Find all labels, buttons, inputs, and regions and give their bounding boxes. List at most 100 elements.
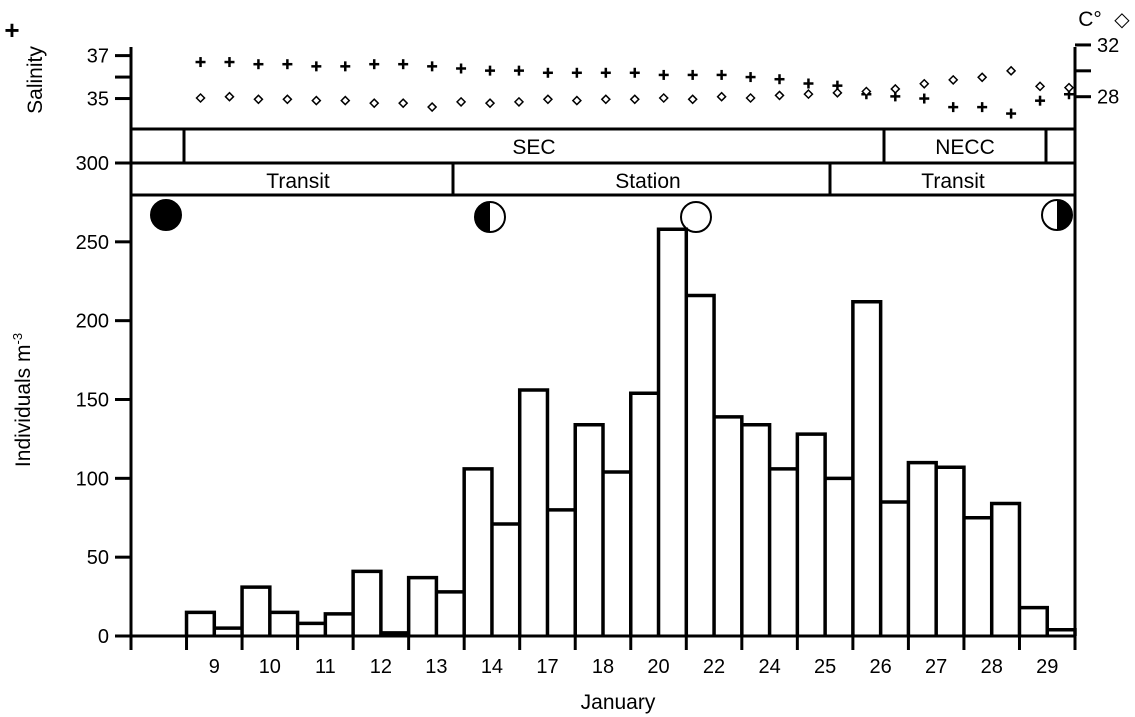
- x-tick-label: 28: [981, 656, 1003, 678]
- histogram-bar: [464, 468, 492, 636]
- x-tick-label: 26: [870, 656, 892, 678]
- histogram-bar: [547, 509, 576, 636]
- salinity-point: [224, 57, 235, 68]
- histogram-bars: [186, 229, 1075, 636]
- salinity-point: [571, 67, 582, 78]
- temperature-point: [1006, 65, 1017, 76]
- current-band-box: [129, 127, 1077, 165]
- x-tick-label: 29: [1036, 656, 1058, 678]
- temperature-point: [456, 96, 467, 107]
- last-quarter-moon-icon: [1041, 199, 1073, 231]
- histogram-bar: [186, 612, 215, 636]
- y-axis-ticks: 0 50 100 150 200 250 300: [76, 153, 131, 648]
- temperature-point: [340, 95, 351, 106]
- salinity-point: [919, 93, 930, 104]
- temperature-point: [919, 78, 930, 89]
- temperature-point: [658, 92, 669, 104]
- histogram-bar: [991, 503, 1020, 636]
- temperature-point: [803, 89, 814, 100]
- salinity-point: [456, 63, 467, 74]
- histogram-bar: [1019, 607, 1048, 636]
- x-tick-label: 12: [370, 656, 392, 678]
- temperature-point: [398, 98, 409, 109]
- temperature-point: [687, 94, 698, 105]
- salinity-marker-legend: +: [4, 15, 19, 45]
- temperature-point: [861, 86, 872, 97]
- histogram-bar: [575, 424, 603, 636]
- salinity-point: [340, 61, 351, 72]
- salinity-point: [1006, 108, 1017, 119]
- histogram-bar: [880, 501, 909, 636]
- y-tick-label: 150: [76, 390, 109, 412]
- histogram-bar: [214, 628, 243, 636]
- salinity-point: [253, 59, 264, 70]
- x-tick-label: 14: [481, 656, 503, 678]
- histogram-bar: [519, 390, 548, 636]
- salinity-point: [542, 67, 553, 78]
- histogram-bar: [963, 517, 992, 636]
- histogram-bar: [1047, 629, 1075, 636]
- temperature-point: [948, 74, 959, 85]
- temperature-point: [629, 94, 640, 105]
- temperature-point: [571, 95, 582, 106]
- histogram-bar: [242, 587, 270, 636]
- histogram-bar: [491, 524, 520, 636]
- y-tick-label: 0: [98, 626, 109, 648]
- salinity-point: [977, 102, 988, 113]
- salinity-point: [427, 61, 438, 72]
- temperature-point: [832, 87, 843, 98]
- temperature-point: [774, 90, 785, 101]
- phase-band-box: [129, 161, 1077, 197]
- first-quarter-moon-icon: [474, 201, 506, 233]
- x-tick-label: 17: [536, 656, 558, 678]
- salinity-point: [485, 65, 496, 76]
- current-label-sec: SEC: [512, 136, 555, 159]
- phase-label-transit-1: Transit: [266, 170, 330, 193]
- salinity-series: [195, 57, 1074, 119]
- new-moon-icon: [150, 199, 182, 231]
- histogram-bar: [603, 472, 631, 636]
- histogram-bar: [686, 295, 715, 636]
- temperature-marker-legend: ◇: [1114, 9, 1130, 31]
- x-tick-label: 13: [425, 656, 447, 678]
- temperature-point: [977, 72, 988, 83]
- histogram-bar: [630, 393, 659, 636]
- salinity-point: [513, 65, 524, 76]
- salinity-point: [600, 67, 611, 78]
- x-tick-label: 22: [703, 656, 725, 678]
- salinity-point: [716, 69, 727, 80]
- y-tick-label: 250: [76, 232, 109, 254]
- histogram-bar: [714, 416, 742, 636]
- temperature-axis-title: C°: [1078, 8, 1102, 31]
- x-tick-label: 20: [647, 656, 669, 678]
- temperature-point: [484, 98, 496, 109]
- temperature-point: [1034, 81, 1046, 92]
- temperature-point: [600, 94, 611, 105]
- x-tick-label: 11: [315, 656, 336, 678]
- histogram-bar: [825, 478, 853, 636]
- temperature-point: [369, 98, 380, 109]
- x-tick-label: 27: [925, 656, 947, 678]
- current-label-necc: NECC: [935, 136, 995, 159]
- histogram-bar: [325, 613, 354, 636]
- salinity-point: [658, 69, 669, 80]
- x-tick-label: 9: [209, 656, 220, 678]
- phase-label-station: Station: [615, 170, 680, 193]
- salinity-point: [195, 57, 206, 68]
- histogram-bar: [408, 577, 437, 636]
- salinity-point: [948, 102, 959, 113]
- salinity-axis-title: Salinity: [24, 46, 47, 114]
- salinity-point: [774, 74, 785, 85]
- temperature-tick-label: 32: [1097, 35, 1119, 57]
- salinity-point: [398, 59, 409, 70]
- histogram-bar: [353, 571, 381, 636]
- x-axis-ticks: 9 10 11 12 13 14 17 18 20 22 24 25 26 27 28 29: [129, 636, 1077, 678]
- salinity-point: [745, 72, 756, 83]
- histogram-bar: [436, 591, 465, 636]
- histogram-bar: [797, 434, 826, 636]
- salinity-tick-label: 37: [87, 46, 109, 68]
- phase-label-transit-2: Transit: [921, 170, 985, 193]
- x-axis-title: January: [581, 691, 656, 714]
- x-tick-label: 18: [592, 656, 614, 678]
- y-tick-label: 100: [76, 468, 109, 490]
